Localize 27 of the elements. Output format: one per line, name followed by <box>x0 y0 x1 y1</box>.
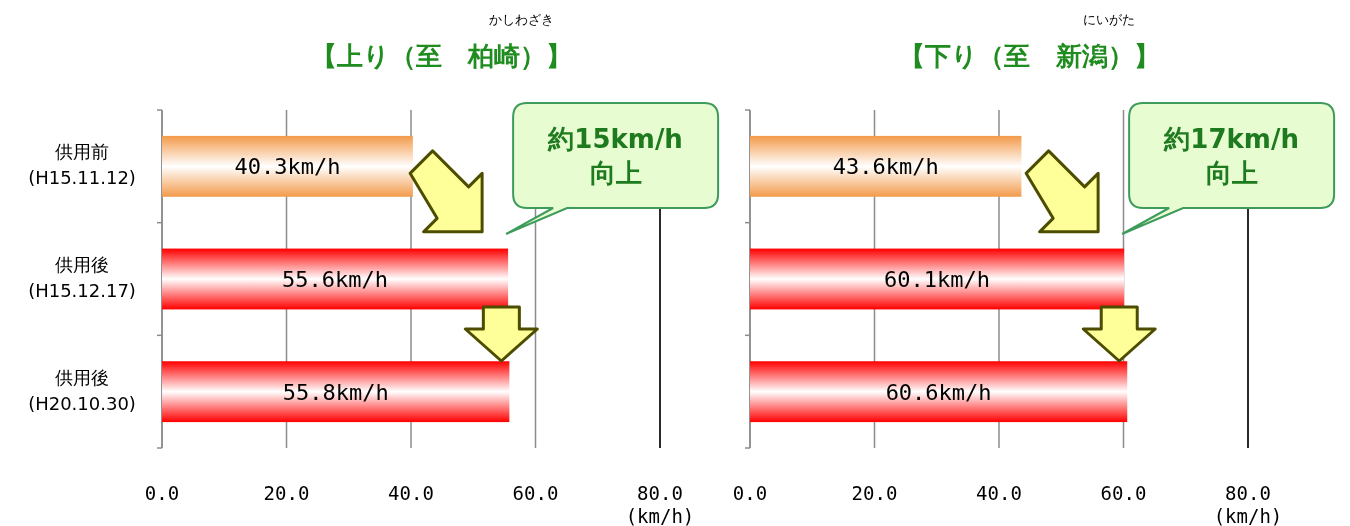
y-tick-label: 供用前 (H15.11.12) <box>28 141 136 189</box>
x-axis-title: (km/h) <box>625 505 695 526</box>
x-tick-label: 80.0 <box>637 482 683 504</box>
text: かしわざき <box>488 12 554 27</box>
x-tick-label: 20.0 <box>263 482 310 504</box>
x-tick-label: 20.0 <box>851 482 898 504</box>
x-tick-label: 40.0 <box>388 482 434 504</box>
data-label: 60.6km/h <box>885 379 992 405</box>
chart-title: 【下り（至 新潟）】 <box>898 41 1160 71</box>
x-tick-label: 80.0 <box>1225 482 1271 504</box>
y-tick-label: 供用後 (H20.10.30) <box>28 366 136 414</box>
x-axis-title: (km/h) <box>1213 505 1283 526</box>
x-tick-label: 40.0 <box>976 482 1022 504</box>
x-tick-label: 0.0 <box>732 482 768 504</box>
x-tick-label: 0.0 <box>144 482 180 504</box>
x-tick-label: 60.0 <box>512 482 559 504</box>
annotation: 約17km/h 向上 <box>1163 124 1299 188</box>
data-label: 55.8km/h <box>282 379 389 405</box>
text: にいがた <box>1083 12 1135 27</box>
data-label: 43.6km/h <box>832 154 939 180</box>
y-tick-label: 供用後 (H15.12.17) <box>28 254 136 301</box>
data-label: 55.6km/h <box>282 267 389 292</box>
chart-title: 【上り（至 柏崎）】 <box>310 41 572 71</box>
data-label: 40.3km/h <box>234 154 341 180</box>
data-label: 60.1km/h <box>884 267 991 292</box>
annotation: 約15km/h 向上 <box>547 124 683 188</box>
x-tick-label: 60.0 <box>1100 482 1147 504</box>
